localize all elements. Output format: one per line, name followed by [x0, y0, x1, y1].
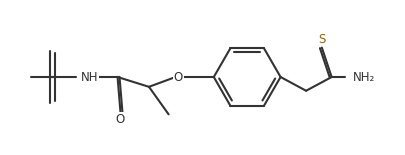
Text: S: S [318, 33, 326, 46]
Text: O: O [174, 71, 183, 84]
Text: NH: NH [81, 71, 99, 84]
Text: O: O [116, 113, 125, 126]
Text: NH₂: NH₂ [353, 71, 375, 84]
